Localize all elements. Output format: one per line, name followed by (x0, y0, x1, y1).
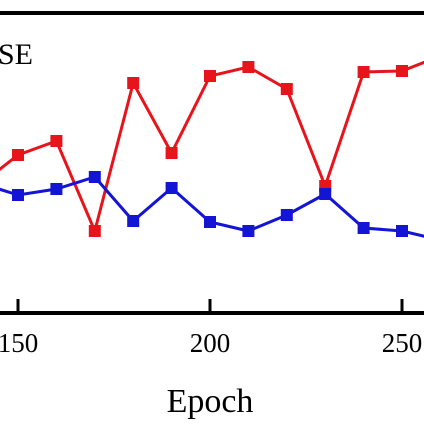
series-1-point-170 (88, 225, 101, 237)
series-1-point-190 (165, 147, 178, 159)
series-2-point-160 (50, 183, 63, 195)
series-1-point-160 (50, 135, 63, 147)
series-1-point-220 (280, 83, 293, 95)
series-2-point-240 (357, 222, 370, 234)
series-1-point-210 (242, 61, 255, 73)
series-2-point-180 (127, 215, 140, 227)
series-1-point-240 (357, 66, 370, 78)
legend-label: SE (0, 38, 33, 71)
x-axis-label: Epoch (167, 383, 254, 420)
series-1-point-250 (396, 65, 408, 77)
x-tick-label-150: 150 (0, 328, 38, 358)
series-2-point-170 (88, 171, 101, 183)
plot-frame (0, 11, 424, 315)
x-axis-ticks: 150 200 250 (0, 299, 422, 358)
series-2-point-190 (165, 182, 178, 194)
series-2-point-230 (319, 188, 332, 200)
series-2-point-220 (280, 209, 293, 221)
series-2-point-250 (396, 225, 408, 237)
series-2-point-150 (12, 189, 24, 201)
series-1-point-180 (127, 77, 140, 89)
x-tick-label-250: 250 (382, 328, 423, 358)
series-1-point-150 (12, 149, 24, 161)
series-layer (0, 60, 424, 238)
series-1-line (0, 60, 424, 236)
x-tick-label-200: 200 (190, 328, 231, 358)
series-2-point-200 (204, 216, 216, 228)
series-2-point-210 (242, 225, 255, 237)
series-1-point-200 (204, 70, 216, 82)
